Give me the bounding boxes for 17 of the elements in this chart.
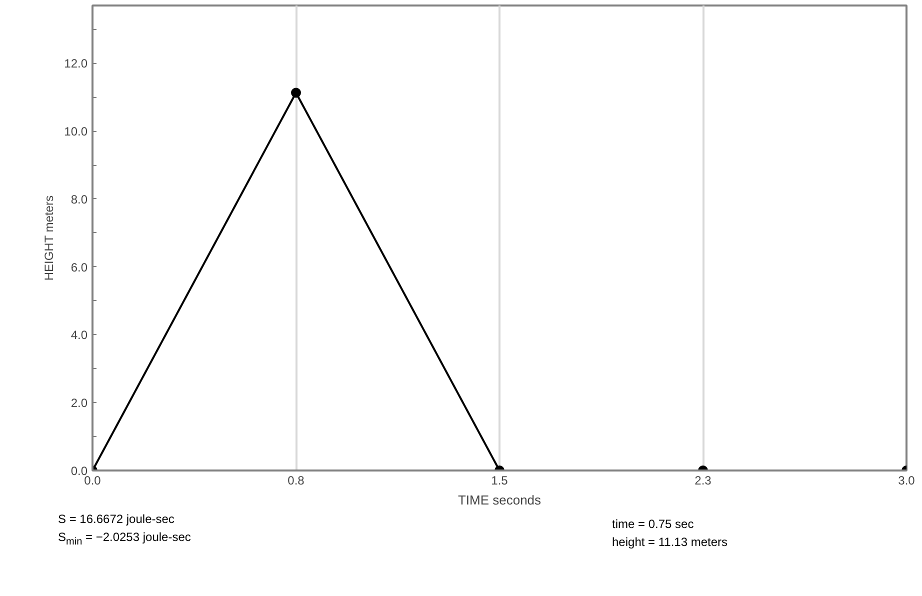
y-tick-label: 10.0 [64,124,88,139]
text: time = 0.75 sec [612,517,694,531]
x-tick-label: 1.5 [491,474,508,488]
y-tick-label: 8.0 [70,192,88,206]
x-axis-title: TIME seconds [458,492,542,508]
y-tick-label: 2.0 [70,396,88,410]
y-tick-label: 4.0 [70,328,88,342]
y-tick-label: 12.0 [64,56,88,71]
x-tick-label: 3.0 [898,474,916,488]
y-tick-label: 6.0 [70,260,88,274]
x-tick-label: 0.0 [84,474,102,488]
text: height = 11.13 meters [612,535,728,549]
text: S$_{min}$ = −2.0253 joule-sec [58,530,191,548]
y-axis-title: HEIGHT meters [42,196,56,281]
text: S = 16.6672 joule-sec [58,512,174,526]
x-tick-label: 0.8 [288,474,305,488]
x-tick-label: 2.3 [694,474,712,488]
